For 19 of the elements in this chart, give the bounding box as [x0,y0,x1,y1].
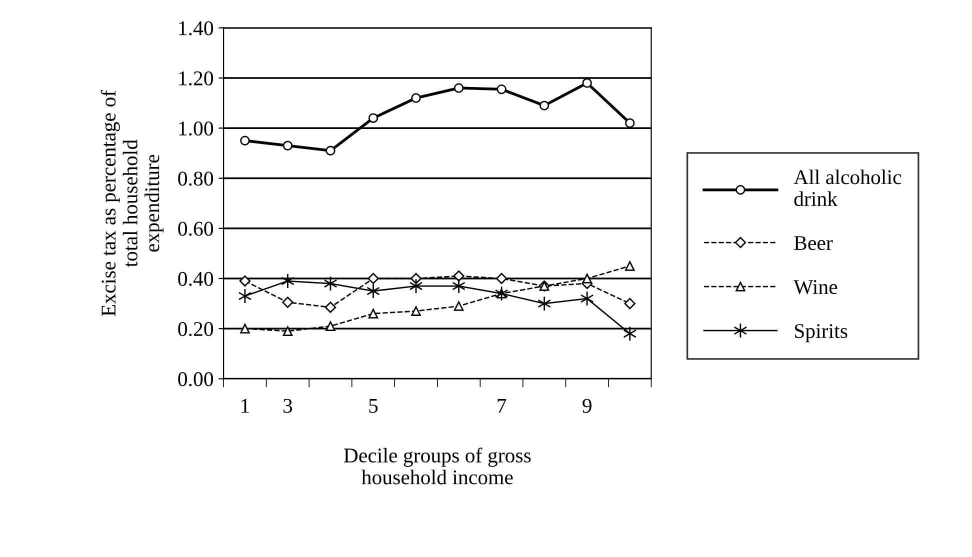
x-axis-title: Decile groups of gross household income [344,448,531,484]
y-tick-label: 0.40 [178,272,214,286]
legend-label: All alcoholic drink [794,170,902,206]
x-tick-label: 5 [369,399,378,413]
y-tick-label: 1.00 [179,121,214,136]
x-tick-label: 7 [498,399,506,413]
y-tick-label: 0.20 [178,322,214,336]
y-tick-label: 0.00 [178,372,214,386]
legend-label: Wine [794,280,838,294]
y-tick-label: 1.40 [179,21,214,36]
x-tick-label: 1 [242,398,249,413]
y-tick-label: 0.60 [178,222,214,236]
legend-label: Spirits [794,324,848,342]
y-tick-label: 1.20 [179,71,214,86]
x-tick-label: 9 [582,398,592,413]
y-axis-title: Excise tax as percentage of total household expenditure [100,90,164,316]
y-tick-label: 0.80 [178,172,214,186]
x-tick-label: 3 [284,398,292,413]
legend-label: Beer [794,236,833,250]
